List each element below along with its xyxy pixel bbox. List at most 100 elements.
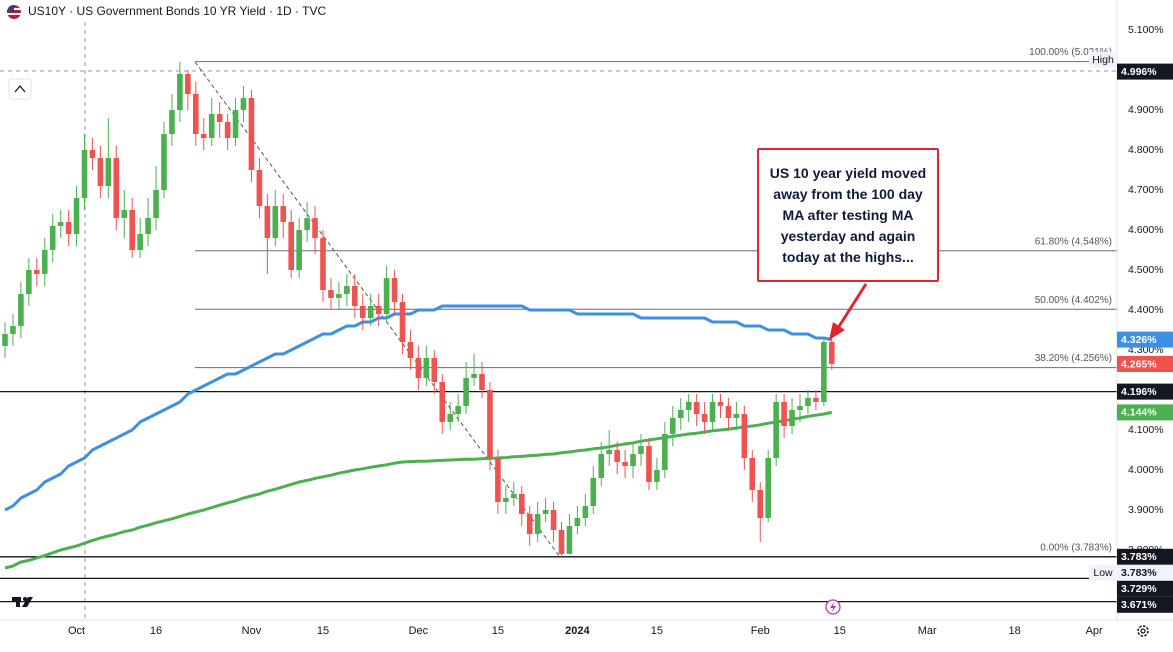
candle-body <box>757 490 764 518</box>
price-tag-label: 4.326% <box>1121 334 1157 346</box>
candle-body <box>208 114 215 138</box>
y-tick-label: 4.500% <box>1128 264 1164 276</box>
price-tag-label: 4.996% <box>1121 66 1157 78</box>
candle-body <box>296 230 302 270</box>
candle-body <box>26 270 32 294</box>
candle-body <box>733 414 740 418</box>
candle-body <box>765 458 771 518</box>
candle-body <box>280 206 287 222</box>
price-tag <box>1117 580 1173 597</box>
candle-body <box>399 302 406 342</box>
price-tag-label: 3.729% <box>1121 583 1157 595</box>
x-tick-label: Mar <box>918 625 937 637</box>
candle-body <box>646 446 652 482</box>
candle-body <box>304 218 310 230</box>
y-tick-label: 4.700% <box>1128 184 1164 196</box>
candle-body <box>105 158 112 186</box>
candle-body <box>725 406 732 418</box>
annotation-box: US 10 year yield moved away from the 100 … <box>757 148 939 282</box>
candle-body <box>200 134 207 138</box>
candle-body <box>614 450 620 462</box>
x-tick-label: 18 <box>1009 625 1021 637</box>
candle-body <box>487 390 493 458</box>
candle-body <box>431 358 438 382</box>
candle-body <box>41 250 48 274</box>
x-tick-label: 15 <box>834 625 846 637</box>
candle-body <box>121 210 128 218</box>
collapse-button[interactable] <box>8 78 32 100</box>
candle-body <box>153 190 159 218</box>
candle-body <box>598 454 605 478</box>
candle-body <box>407 342 414 358</box>
settings-button[interactable] <box>1137 625 1149 637</box>
candle-body <box>511 494 517 498</box>
x-tick-label: 15 <box>317 625 329 637</box>
candle-body <box>749 458 756 490</box>
candle-body <box>34 270 40 274</box>
chart-title: US10Y · US Government Bonds 10 YR Yield … <box>28 4 326 18</box>
price-tag <box>1117 548 1173 565</box>
candle-body <box>383 278 390 314</box>
candle-body <box>709 402 716 422</box>
candle-body <box>638 446 644 454</box>
candle-body <box>113 158 120 218</box>
candle-body <box>352 286 358 306</box>
price-tag-label: 3.783% <box>1121 551 1157 563</box>
candle-body <box>49 226 56 250</box>
x-tick-label: 2024 <box>565 625 590 637</box>
x-tick-label: Nov <box>242 625 262 637</box>
fib-level-label: 0.00% (3.783%) <box>1040 542 1112 553</box>
candle-body <box>677 410 684 418</box>
candle-body <box>185 74 191 94</box>
candle-body <box>821 342 827 402</box>
candle-body <box>542 510 549 514</box>
candle-body <box>773 402 779 458</box>
price-tag-note-box <box>1089 51 1117 68</box>
candle-body <box>518 494 525 514</box>
candle-body <box>65 222 72 234</box>
candle-body <box>447 414 453 422</box>
y-tick-label: 3.900% <box>1128 504 1164 516</box>
candle-body <box>375 306 382 314</box>
price-tag <box>1117 404 1173 421</box>
candle-body <box>534 514 541 534</box>
x-tick-label: Dec <box>409 625 429 637</box>
candle-body <box>582 506 589 518</box>
candle-body <box>320 238 326 290</box>
x-tick-label: 16 <box>150 625 162 637</box>
candle-body <box>455 406 461 414</box>
candle-body <box>781 402 787 426</box>
price-tag <box>1117 383 1173 400</box>
candle-body <box>344 286 350 294</box>
fib-level-label: 38.20% (4.256%) <box>1035 353 1112 364</box>
candle-body <box>797 406 803 410</box>
candle-body <box>829 342 835 364</box>
price-tag-label: 4.265% <box>1121 358 1157 370</box>
candle-body <box>701 414 708 422</box>
events-icon[interactable] <box>825 599 841 615</box>
candle-body <box>495 458 501 502</box>
price-tag <box>1117 63 1173 80</box>
candle-body <box>558 530 565 554</box>
candle-body <box>630 454 636 466</box>
candle-body <box>97 158 104 186</box>
candle-body <box>606 450 612 454</box>
annotation-line: today at the highs... <box>782 248 914 265</box>
candle-body <box>232 110 239 138</box>
candle-body <box>526 514 533 534</box>
candle-body <box>169 110 175 134</box>
candle-body <box>10 326 16 334</box>
candle-body <box>18 294 24 326</box>
price-tag-label: 4.144% <box>1121 407 1157 419</box>
candle-body <box>137 234 143 250</box>
candle-body <box>622 462 628 466</box>
candle-body <box>471 374 477 378</box>
candle-body <box>177 74 183 110</box>
candle-body <box>264 206 271 238</box>
y-tick-label: 4.900% <box>1128 104 1164 116</box>
price-tag-label: 3.783% <box>1121 567 1157 579</box>
x-tick-label: 15 <box>492 625 504 637</box>
y-tick-label: 4.400% <box>1128 304 1164 316</box>
